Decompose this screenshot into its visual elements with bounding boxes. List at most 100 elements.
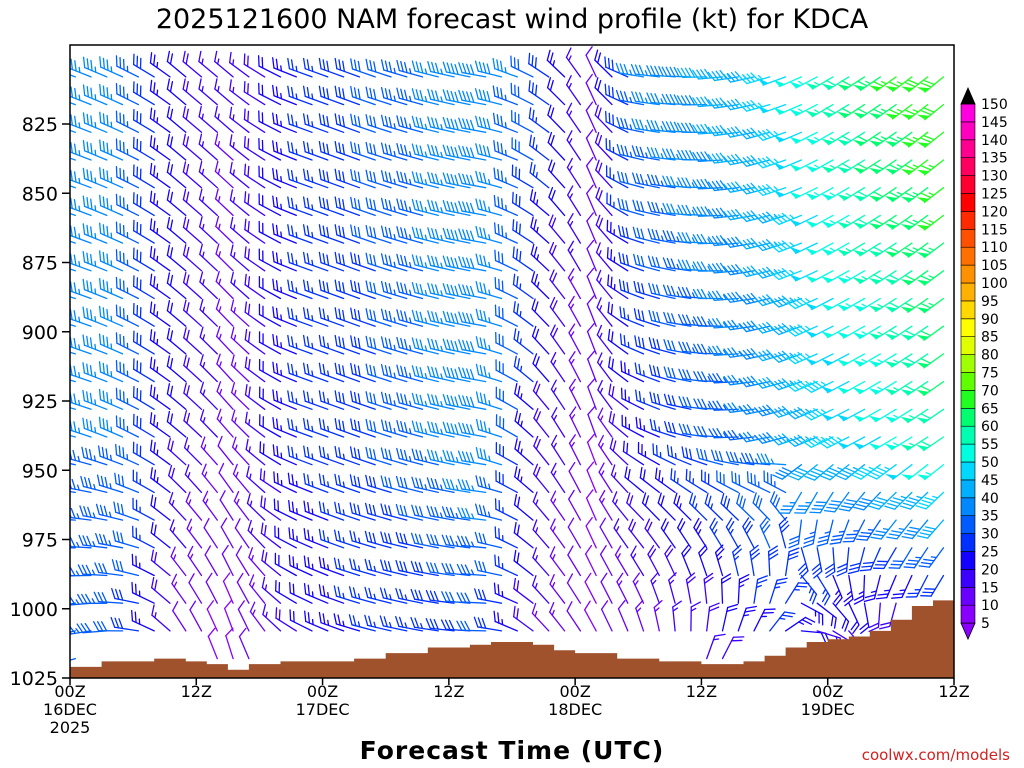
colorbar-segment <box>960 139 976 159</box>
wind-barb <box>607 274 629 300</box>
wind-barb <box>647 201 676 217</box>
wind-barb <box>166 161 187 189</box>
wind-barb <box>214 160 234 189</box>
wind-barb <box>260 522 282 549</box>
colorbar-label: 145 <box>981 115 1008 131</box>
wind-barb <box>198 133 218 161</box>
wind-barb <box>318 57 345 78</box>
wind-barb <box>425 618 455 632</box>
wind-barb <box>612 491 629 521</box>
wind-barb <box>548 214 566 244</box>
wind-barb <box>364 586 392 604</box>
wind-barb <box>632 199 660 217</box>
wind-barb <box>272 112 297 133</box>
wind-barb <box>693 398 724 410</box>
wind-barb <box>287 251 313 272</box>
wind-barb <box>594 132 613 161</box>
colorbar-label: 100 <box>981 276 1008 292</box>
wind-barb <box>365 141 392 161</box>
wind-barb <box>396 392 424 410</box>
wind-barb <box>634 362 660 383</box>
wind-barb <box>427 227 455 244</box>
wind-barb <box>198 78 218 106</box>
wind-barb <box>149 329 171 355</box>
wind-barb <box>224 599 234 632</box>
wind-barb <box>396 419 424 438</box>
wind-barb <box>549 574 566 604</box>
wind-barb <box>597 407 613 438</box>
wind-barb <box>364 530 392 549</box>
wind-barb <box>99 250 124 272</box>
wind-barb <box>132 525 155 549</box>
wind-barb <box>531 575 550 604</box>
wind-barb <box>380 531 408 549</box>
wind-barb <box>696 447 724 466</box>
wind-barb <box>531 602 550 632</box>
wind-barb <box>442 172 471 189</box>
wind-barb <box>199 354 218 383</box>
wind-barb <box>676 95 708 106</box>
wind-barb <box>660 518 676 549</box>
x-tick-label: 00Z <box>307 682 338 701</box>
wind-barb <box>456 592 487 604</box>
colorbar-segment <box>960 515 976 534</box>
wind-barb <box>244 218 266 244</box>
wind-barb <box>216 325 234 355</box>
wind-barb <box>258 165 282 189</box>
wind-barb <box>692 151 724 162</box>
wind-barb <box>302 390 329 410</box>
wind-barb <box>633 308 660 327</box>
wind-barb <box>427 254 455 272</box>
wind-barb <box>426 561 455 577</box>
wind-barb <box>149 301 171 327</box>
wind-barb <box>287 168 313 189</box>
wind-barb <box>633 253 660 272</box>
wind-barb <box>350 58 376 78</box>
wind-barb <box>630 545 645 577</box>
wind-barb <box>528 52 550 78</box>
wind-barb <box>586 239 597 272</box>
wind-barb <box>493 222 518 244</box>
wind-barb <box>458 172 487 189</box>
wind-barb <box>287 417 313 438</box>
wind-barb <box>70 458 76 466</box>
wind-barb <box>229 216 250 244</box>
wind-barb <box>199 243 218 272</box>
wind-barb <box>597 379 613 410</box>
wind-barb <box>132 192 155 217</box>
wind-barb <box>216 408 234 438</box>
wind-barb <box>229 79 250 106</box>
wind-barb <box>458 366 487 383</box>
wind-barb <box>620 360 645 383</box>
wind-barb <box>247 519 266 549</box>
wind-barb <box>442 449 471 466</box>
wind-barb <box>258 248 282 272</box>
wind-barb <box>681 544 692 577</box>
wind-barb <box>663 366 692 383</box>
wind-barb <box>258 303 282 327</box>
wind-barb <box>442 310 471 327</box>
wind-barb <box>243 108 266 133</box>
wind-barb <box>149 245 171 272</box>
wind-barb <box>617 225 645 244</box>
wind-barb <box>495 359 518 383</box>
wind-barb <box>605 165 629 189</box>
wind-barb <box>458 200 487 217</box>
y-tick-label: 925 <box>22 391 58 413</box>
wind-barb <box>632 572 645 604</box>
wind-barb <box>318 113 345 133</box>
wind-barb <box>168 464 187 494</box>
wind-barb <box>649 391 676 410</box>
wind-barb <box>274 552 297 577</box>
wind-barb <box>198 50 218 78</box>
wind-barb <box>513 328 534 355</box>
wind-barb <box>350 390 376 410</box>
colorbar-segment <box>960 175 976 194</box>
wind-barb <box>411 504 439 521</box>
wind-barb <box>132 302 155 327</box>
wind-barb <box>547 159 566 189</box>
wind-barb <box>396 447 424 466</box>
wind-barb <box>474 531 503 549</box>
wind-barb <box>334 85 361 106</box>
colorbar-segment <box>960 157 976 176</box>
